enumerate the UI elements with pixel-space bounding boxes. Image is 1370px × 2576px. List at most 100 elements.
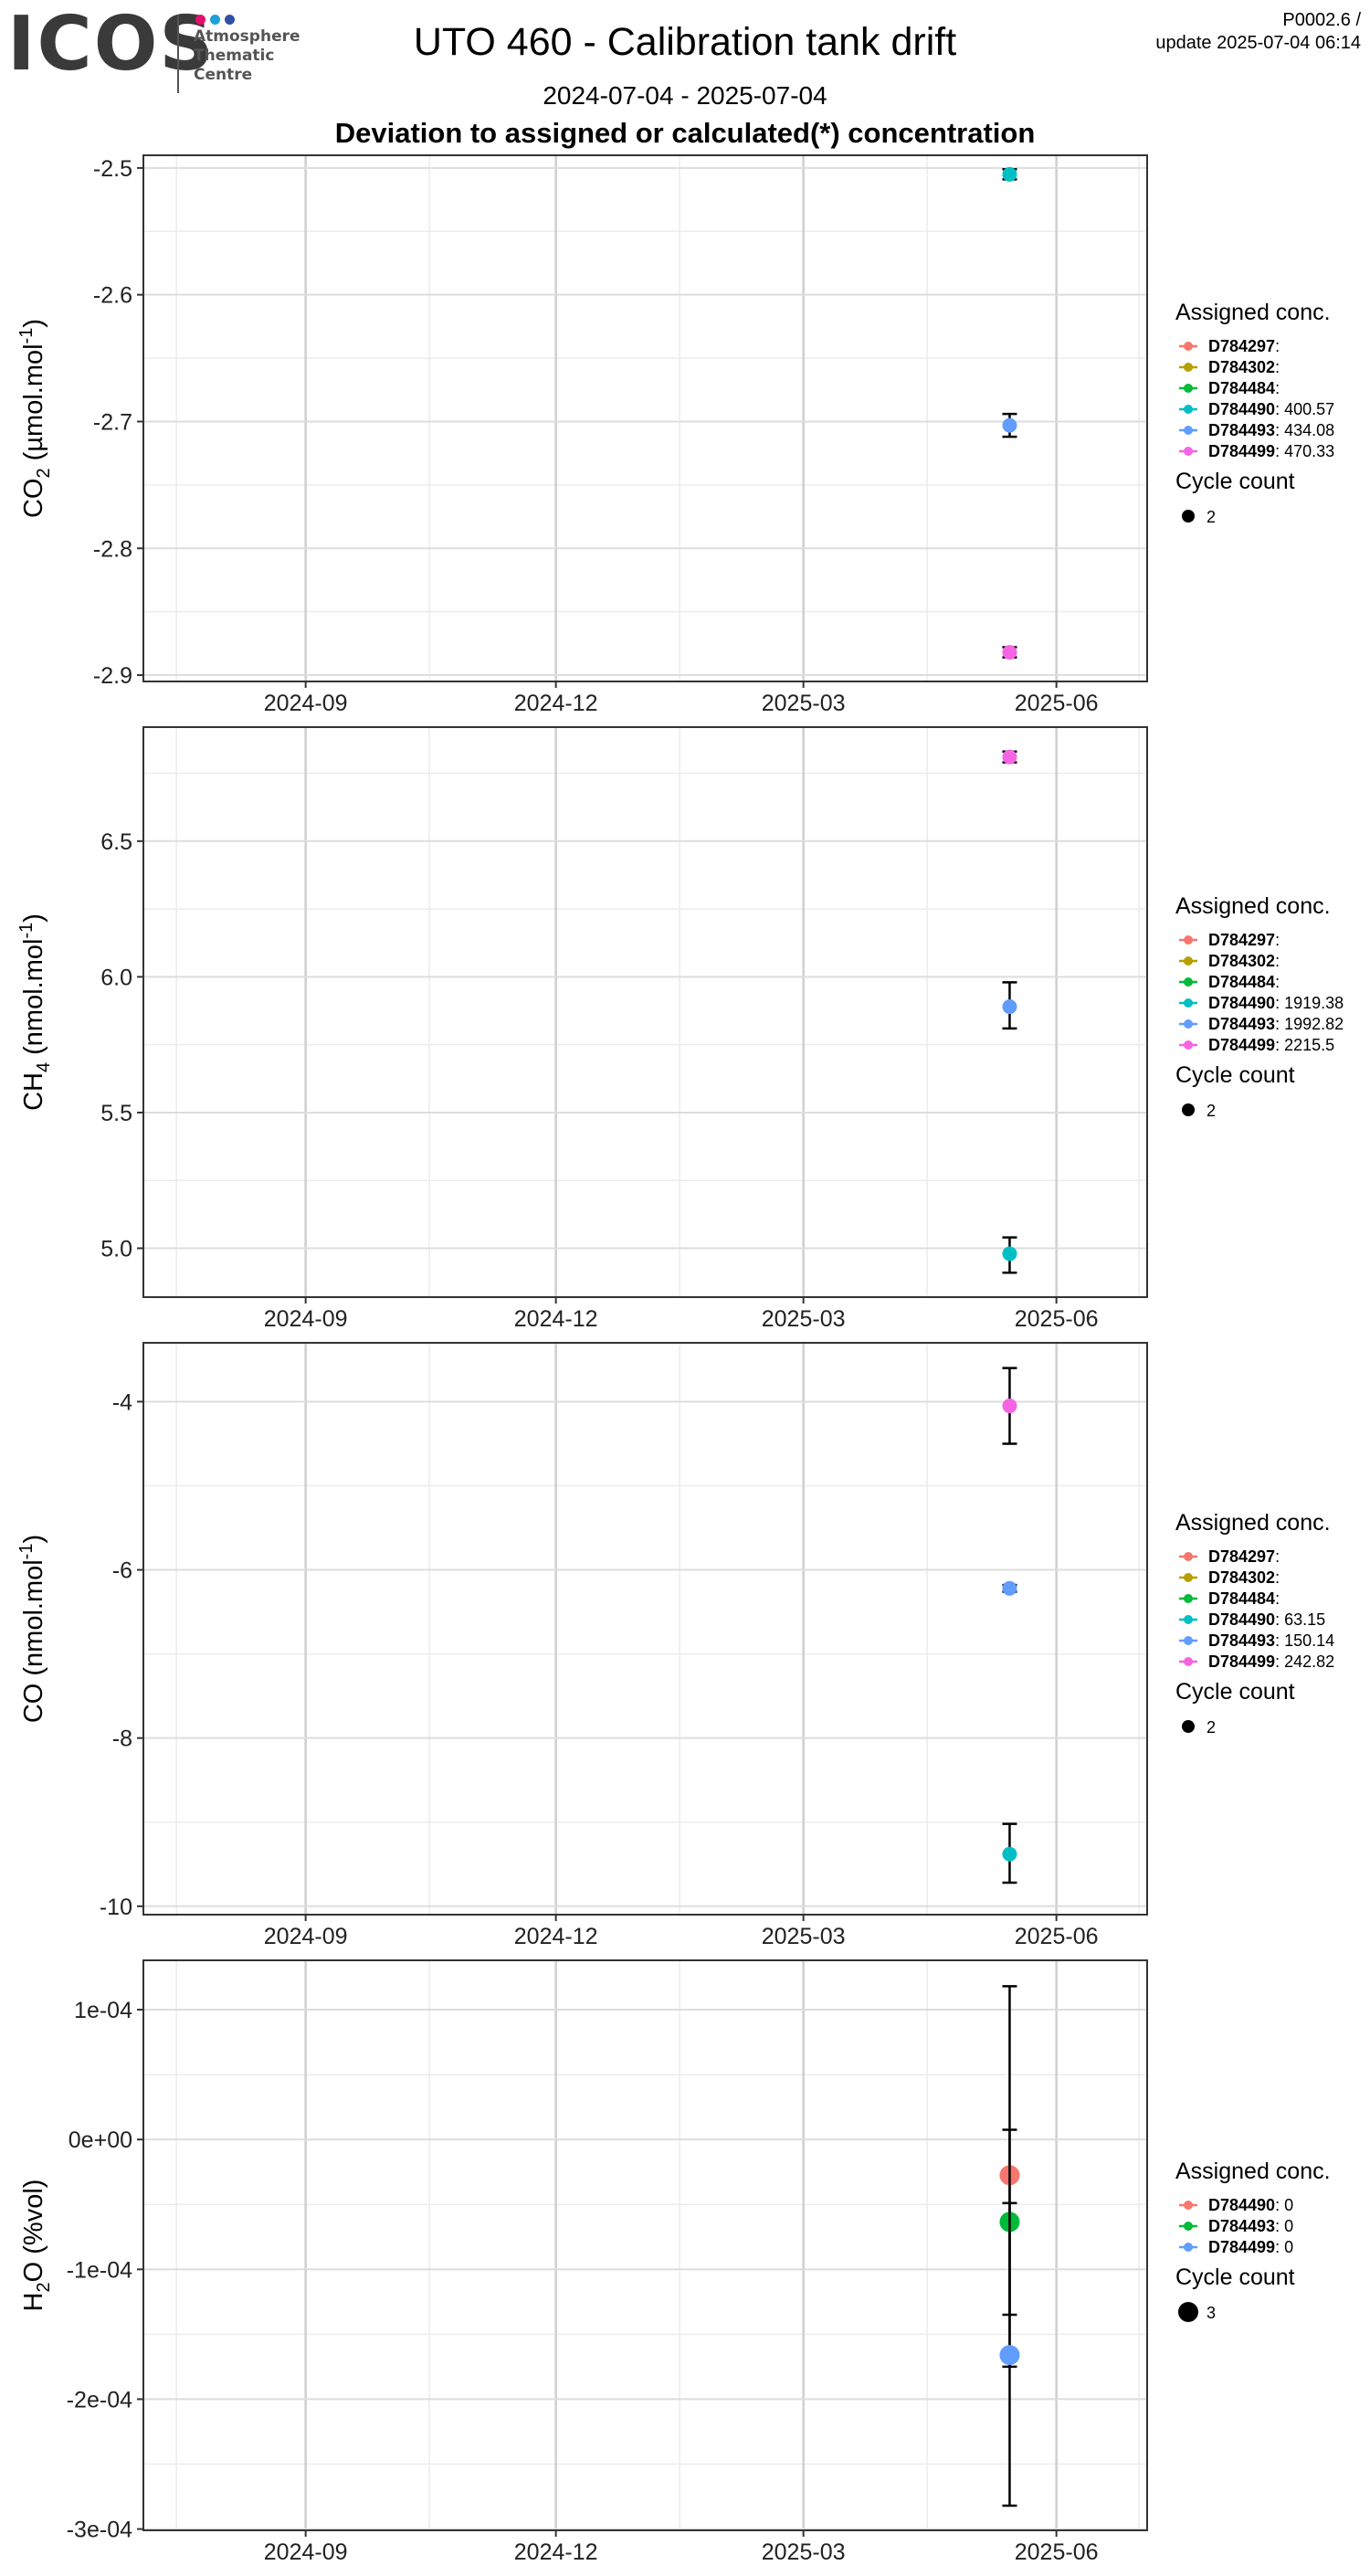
legend-series-name: D784297: [1208, 337, 1275, 355]
legend-item: D784499: 470.33: [1179, 442, 1334, 460]
y-axis-label-part: H: [19, 2292, 48, 2311]
data-point: [1002, 1846, 1017, 1862]
legend-series-value: : 434.08: [1275, 421, 1334, 439]
legend-item: D784302:: [1179, 358, 1280, 376]
y-axis-label-part: -1: [16, 1544, 37, 1560]
size-legend-dot: [1182, 1720, 1195, 1733]
legend-item: D784490: 1919.38: [1179, 994, 1344, 1012]
legend-label: D784490: 0: [1208, 2196, 1293, 2214]
legend-series-value: :: [1275, 1568, 1280, 1587]
legend-series-name: D784490: [1208, 400, 1275, 418]
size-legend-title: Cycle count: [1175, 1062, 1295, 1088]
legend-key-dot: [1184, 2201, 1193, 2210]
data-point: [1002, 749, 1017, 765]
legend-title: Assigned conc.: [1175, 300, 1331, 325]
y-tick-label: 5.0: [100, 1237, 132, 1262]
data-point: [1002, 1580, 1017, 1596]
size-legend-dot: [1182, 1103, 1195, 1116]
y-tick-label: -2.9: [93, 663, 132, 689]
logo-dots: [195, 15, 235, 25]
legend-series-name: D784493: [1208, 2217, 1275, 2235]
legend-series-name: D784493: [1208, 1015, 1275, 1033]
y-tick-label: -2.7: [93, 409, 132, 435]
legend-label: D784493: 150.14: [1208, 1631, 1334, 1650]
legend-label: D784493: 0: [1208, 2217, 1293, 2235]
legend-label: D784493: 434.08: [1208, 421, 1334, 439]
legend-key-dot: [1184, 977, 1193, 987]
x-tick-label: 2024-09: [264, 2539, 348, 2565]
size-legend-value: 2: [1207, 1102, 1216, 1120]
legend-series-name: D784484: [1208, 973, 1275, 991]
data-point: [1002, 417, 1017, 433]
legend-label: D784490: 1919.38: [1208, 994, 1344, 1012]
legend-label: D784499: 470.33: [1208, 442, 1334, 460]
logo-line: Atmosphere: [194, 27, 300, 46]
y-axis-label-part: ): [19, 1535, 48, 1544]
x-tick-label: 2024-12: [514, 691, 598, 716]
legend-series-name: D784499: [1208, 1036, 1275, 1054]
legend-key-dot: [1184, 2243, 1193, 2252]
legend-item: D784499: 242.82: [1179, 1652, 1334, 1671]
x-tick-label: 2025-03: [762, 1306, 846, 1332]
legend-label: D784493: 1992.82: [1208, 1015, 1344, 1033]
y-axis-label-part: -1: [16, 328, 37, 344]
data-point-d784490: [1002, 1236, 1017, 1274]
x-tick-label: 2024-09: [264, 1924, 348, 1949]
legend-series-name: D784302: [1208, 358, 1275, 376]
legend-series-name: D784490: [1208, 994, 1275, 1012]
date-range: 2024-07-04 - 2025-07-04: [543, 81, 827, 110]
y-axis-label-part: (µmol.mol: [19, 343, 48, 468]
x-tick-label: 2025-03: [762, 691, 846, 716]
logo-line: Centre: [194, 66, 253, 84]
data-point-d784490: [1002, 1822, 1017, 1884]
legend-series-name: D784490: [1208, 1610, 1275, 1629]
y-tick-label: 0e+00: [68, 2127, 132, 2153]
data-point-d784490: [1002, 166, 1017, 182]
legend-series-value: :: [1275, 1589, 1280, 1608]
y-axis-label-part: 2: [34, 468, 54, 478]
y-tick-label: -8: [112, 1726, 132, 1752]
legend-series-value: :: [1275, 358, 1280, 376]
logo-dot-blue: [225, 15, 235, 25]
report-meta: P0002.6 / update 2025-07-04 06:14: [1155, 9, 1361, 55]
data-point: [1002, 166, 1017, 182]
legend-key-dot: [1184, 1615, 1193, 1624]
legend-item: D784490: 63.15: [1179, 1610, 1325, 1629]
legend-key-dot: [1184, 1594, 1193, 1603]
legend-label: D784484:: [1208, 379, 1280, 397]
legend-item: D784493: 0: [1179, 2217, 1293, 2235]
legend-label: D784499: 2215.5: [1208, 1036, 1334, 1054]
legend-series-value: :: [1275, 1547, 1280, 1566]
y-axis-label-part: O (%vol): [19, 2180, 48, 2283]
y-tick-label: -6: [112, 1558, 132, 1584]
legend-label: D784484:: [1208, 973, 1280, 991]
legend-item: D784499: 0: [1179, 2238, 1293, 2256]
legend-series-value: : 1992.82: [1275, 1015, 1344, 1033]
legend-item: D784302:: [1179, 1568, 1280, 1587]
legend-key-dot: [1184, 956, 1193, 966]
chart-panel: -4 -6 -8 -10 2024-09 2024-12 2025-03 2025-06 CO …: [16, 1342, 1334, 1949]
x-tick-label: 2025-03: [762, 2539, 846, 2565]
legend-key-dot: [1184, 2222, 1193, 2231]
size-legend-value: 3: [1207, 2304, 1216, 2322]
chart-panel: 5.0 5.5 6.0 6.5 2024-09 2024-12 2025-03 2025-06…: [16, 726, 1344, 1332]
legend-label: D784302:: [1208, 1568, 1280, 1587]
y-axis-label-part: ): [19, 319, 48, 328]
chart-legend: Assigned conc. D784297: D784302: D784484:…: [1175, 300, 1334, 526]
y-tick-label: 5.5: [100, 1101, 132, 1126]
logo-subtitle: Atmosphere Thematic Centre: [194, 27, 300, 85]
plot-frame: [142, 1959, 1148, 2531]
data-point: [1002, 999, 1017, 1015]
update-label: update 2025-07-04 06:14: [1155, 33, 1361, 53]
legend-series-value: :: [1275, 379, 1280, 397]
legend-title: Assigned conc.: [1175, 1510, 1331, 1536]
legend-series-name: D784499: [1208, 1652, 1275, 1671]
y-tick-label: 1e-04: [74, 1998, 132, 2023]
legend-series-name: D784302: [1208, 952, 1275, 970]
y-axis-label: CO (nmol.mol-1): [16, 1535, 48, 1723]
x-tick-label: 2025-06: [1015, 2539, 1099, 2565]
legend-key-dot: [1184, 1636, 1193, 1645]
legend-item: D784297:: [1179, 931, 1280, 949]
